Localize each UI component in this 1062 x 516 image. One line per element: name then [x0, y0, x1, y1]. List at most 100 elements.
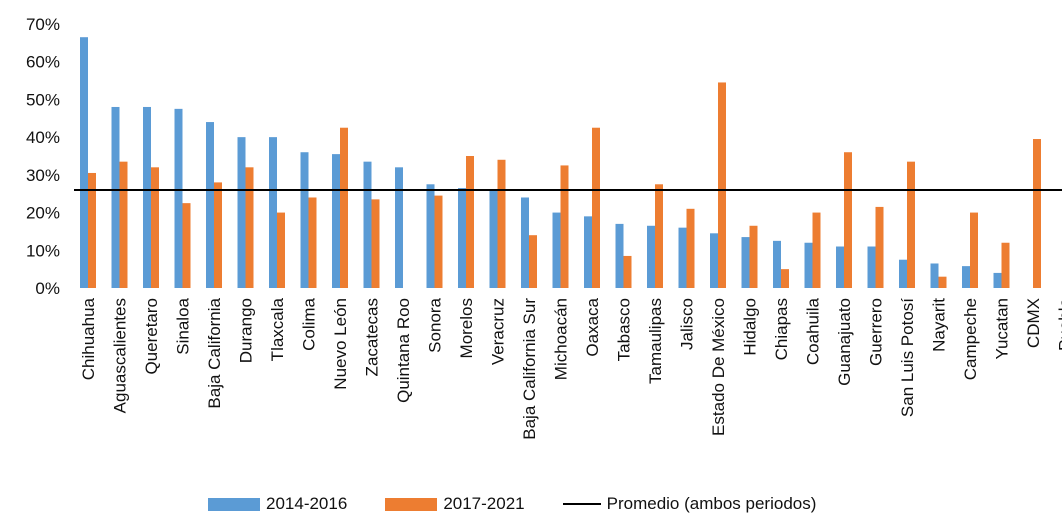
- bar-2014-2016-oaxaca: [584, 216, 592, 288]
- x-tick-label-zacatecas: Zacatecas: [363, 298, 382, 376]
- bar-2017-2021-nuevo-leon: [340, 127, 348, 288]
- bar-2014-2016-campeche: [962, 266, 970, 288]
- x-tick-label-veracruz: Veracruz: [489, 298, 508, 365]
- bar-chart: 0% 10% 20% 30% 40% 50% 60% 70% Chihuahua Aguascal…: [26, 15, 1062, 440]
- x-tick-label-cdmx: CDMX: [1024, 298, 1043, 348]
- bar-2014-2016-zacatecas: [363, 161, 372, 288]
- x-tick-label-nayarit: Nayarit: [930, 298, 949, 352]
- bar-2014-2016-morelos: [458, 188, 466, 288]
- bar-2014-2016-durango: [237, 137, 246, 288]
- bar-2014-2016-aguascalientes: [111, 106, 120, 288]
- y-tick-label: 50%: [26, 90, 60, 109]
- y-tick-label: 20%: [26, 204, 60, 223]
- x-tick-label-estado-de-mexico: Estado De México: [709, 298, 728, 436]
- legend-label-2017-2021: 2017-2021: [443, 494, 525, 513]
- y-tick-label: 40%: [26, 128, 60, 147]
- x-tick-label-hidalgo: Hidalgo: [741, 298, 760, 356]
- bar-2014-2016-chihuahua: [80, 37, 88, 289]
- bar-2014-2016-hidalgo: [741, 237, 750, 288]
- bar-2017-2021-morelos: [466, 156, 474, 288]
- bar-2017-2021-baja-california: [214, 182, 222, 288]
- bar-2014-2016-estado-de-mexico: [710, 233, 718, 288]
- bar-2017-2021-guerrero: [875, 206, 884, 288]
- x-tick-label-yucatan: Yucatan: [993, 298, 1012, 359]
- bar-2014-2016-quintana-roo: [395, 167, 403, 288]
- bar-2017-2021-tamaulipas: [655, 184, 663, 288]
- x-tick-label-puebla: Puebla: [1056, 297, 1062, 350]
- bar-2014-2016-baja-california: [206, 122, 214, 288]
- bar-2014-2016-nayarit: [930, 263, 939, 288]
- bar-2017-2021-guanajuato: [844, 152, 852, 288]
- legend-label-average: Promedio (ambos periodos): [606, 494, 817, 513]
- x-tick-label-aguascalientes: Aguascalientes: [111, 298, 130, 413]
- x-tick-label-sinaloa: Sinaloa: [174, 297, 193, 354]
- bar-2017-2021-nayarit: [938, 276, 947, 288]
- bar-2014-2016-chiapas: [773, 240, 781, 288]
- bar-2014-2016-tamaulipas: [647, 225, 655, 288]
- x-tick-label-coahuila: Coahuila: [804, 297, 823, 365]
- y-tick-label: 70%: [26, 15, 60, 34]
- bar-2017-2021-aguascalientes: [119, 161, 128, 288]
- bar-2017-2021-estado-de-mexico: [718, 82, 726, 288]
- bar-2014-2016-tlaxcala: [269, 137, 277, 288]
- legend-item-average: Promedio (ambos periodos): [562, 494, 817, 514]
- bar-2017-2021-oaxaca: [592, 127, 600, 288]
- bar-2017-2021-jalisco: [686, 208, 695, 288]
- bar-2017-2021-yucatan: [1001, 242, 1010, 288]
- x-tick-label-tamaulipas: Tamaulipas: [646, 298, 665, 384]
- x-tick-label-tabasco: Tabasco: [615, 298, 634, 361]
- bar-2017-2021-tabasco: [623, 255, 632, 288]
- bar-2014-2016-coahuila: [804, 242, 813, 288]
- bar-2014-2016-yucatan: [993, 272, 1002, 288]
- bar-2017-2021-cdmx: [1033, 139, 1041, 288]
- bar-2017-2021-durango: [245, 167, 254, 288]
- bar-2017-2021-hidalgo: [749, 225, 758, 288]
- bar-2017-2021-queretaro: [151, 167, 159, 288]
- bar-2017-2021-sinaloa: [182, 203, 191, 288]
- bar-2017-2021-tlaxcala: [277, 212, 285, 288]
- bar-2017-2021-michoacan: [560, 165, 569, 288]
- legend-label-2014-2016: 2014-2016: [266, 494, 348, 513]
- legend-swatch-average: [562, 503, 601, 505]
- x-tick-label-quintana-roo: Quintana Roo: [394, 298, 413, 403]
- y-tick-label: 60%: [26, 53, 60, 72]
- bar-2017-2021-san-luis-potosi: [907, 161, 915, 288]
- y-tick-label: 10%: [26, 241, 60, 260]
- x-tick-label-jalisco: Jalisco: [678, 298, 697, 350]
- bar-2014-2016-queretaro: [143, 106, 151, 288]
- y-tick-label: 30%: [26, 166, 60, 185]
- x-tick-label-campeche: Campeche: [961, 298, 980, 380]
- bar-2014-2016-nuevo-leon: [332, 154, 340, 288]
- x-tick-label-baja-california-sur: Baja California Sur: [520, 298, 539, 440]
- bar-2017-2021-coahuila: [812, 212, 821, 288]
- bar-2017-2021-veracruz: [497, 159, 506, 288]
- legend-swatch-2014-2016: [208, 497, 260, 511]
- bar-2017-2021-campeche: [970, 212, 978, 288]
- legend-item-2014-2016: 2014-2016: [208, 494, 347, 514]
- bar-2017-2021-sonora: [434, 195, 443, 288]
- x-tick-label-nuevo-leon: Nuevo León: [331, 298, 350, 390]
- bar-2014-2016-baja-california-sur: [521, 197, 529, 288]
- x-tick-label-guerrero: Guerrero: [867, 298, 886, 366]
- x-tick-label-oaxaca: Oaxaca: [583, 297, 602, 356]
- legend-swatch-2017-2021: [385, 497, 438, 511]
- bar-2014-2016-guerrero: [867, 246, 876, 288]
- bar-2014-2016-tabasco: [615, 223, 624, 288]
- bar-2014-2016-veracruz: [489, 189, 498, 288]
- x-tick-label-sonora: Sonora: [426, 297, 445, 352]
- bar-2014-2016-sonora: [426, 184, 435, 288]
- y-tick-label: 0%: [35, 279, 60, 298]
- bar-2014-2016-colima: [300, 152, 309, 288]
- x-tick-label-guanajuato: Guanajuato: [835, 298, 854, 386]
- x-tick-label-durango: Durango: [237, 298, 256, 363]
- x-tick-label-queretaro: Queretaro: [142, 298, 161, 375]
- bar-2014-2016-michoacan: [552, 212, 561, 288]
- bar-2017-2021-chiapas: [781, 269, 789, 288]
- legend: 2014-2016 2017-2021 Promedio (ambos peri…: [208, 494, 854, 514]
- x-tick-label-baja-california: Baja California: [205, 297, 224, 408]
- bar-2014-2016-guanajuato: [836, 246, 844, 288]
- x-tick-label-michoacan: Michoacán: [552, 298, 571, 380]
- x-tick-label-chihuahua: Chihuahua: [79, 297, 98, 380]
- bar-2014-2016-sinaloa: [174, 108, 183, 288]
- bar-2017-2021-chihuahua: [88, 172, 96, 288]
